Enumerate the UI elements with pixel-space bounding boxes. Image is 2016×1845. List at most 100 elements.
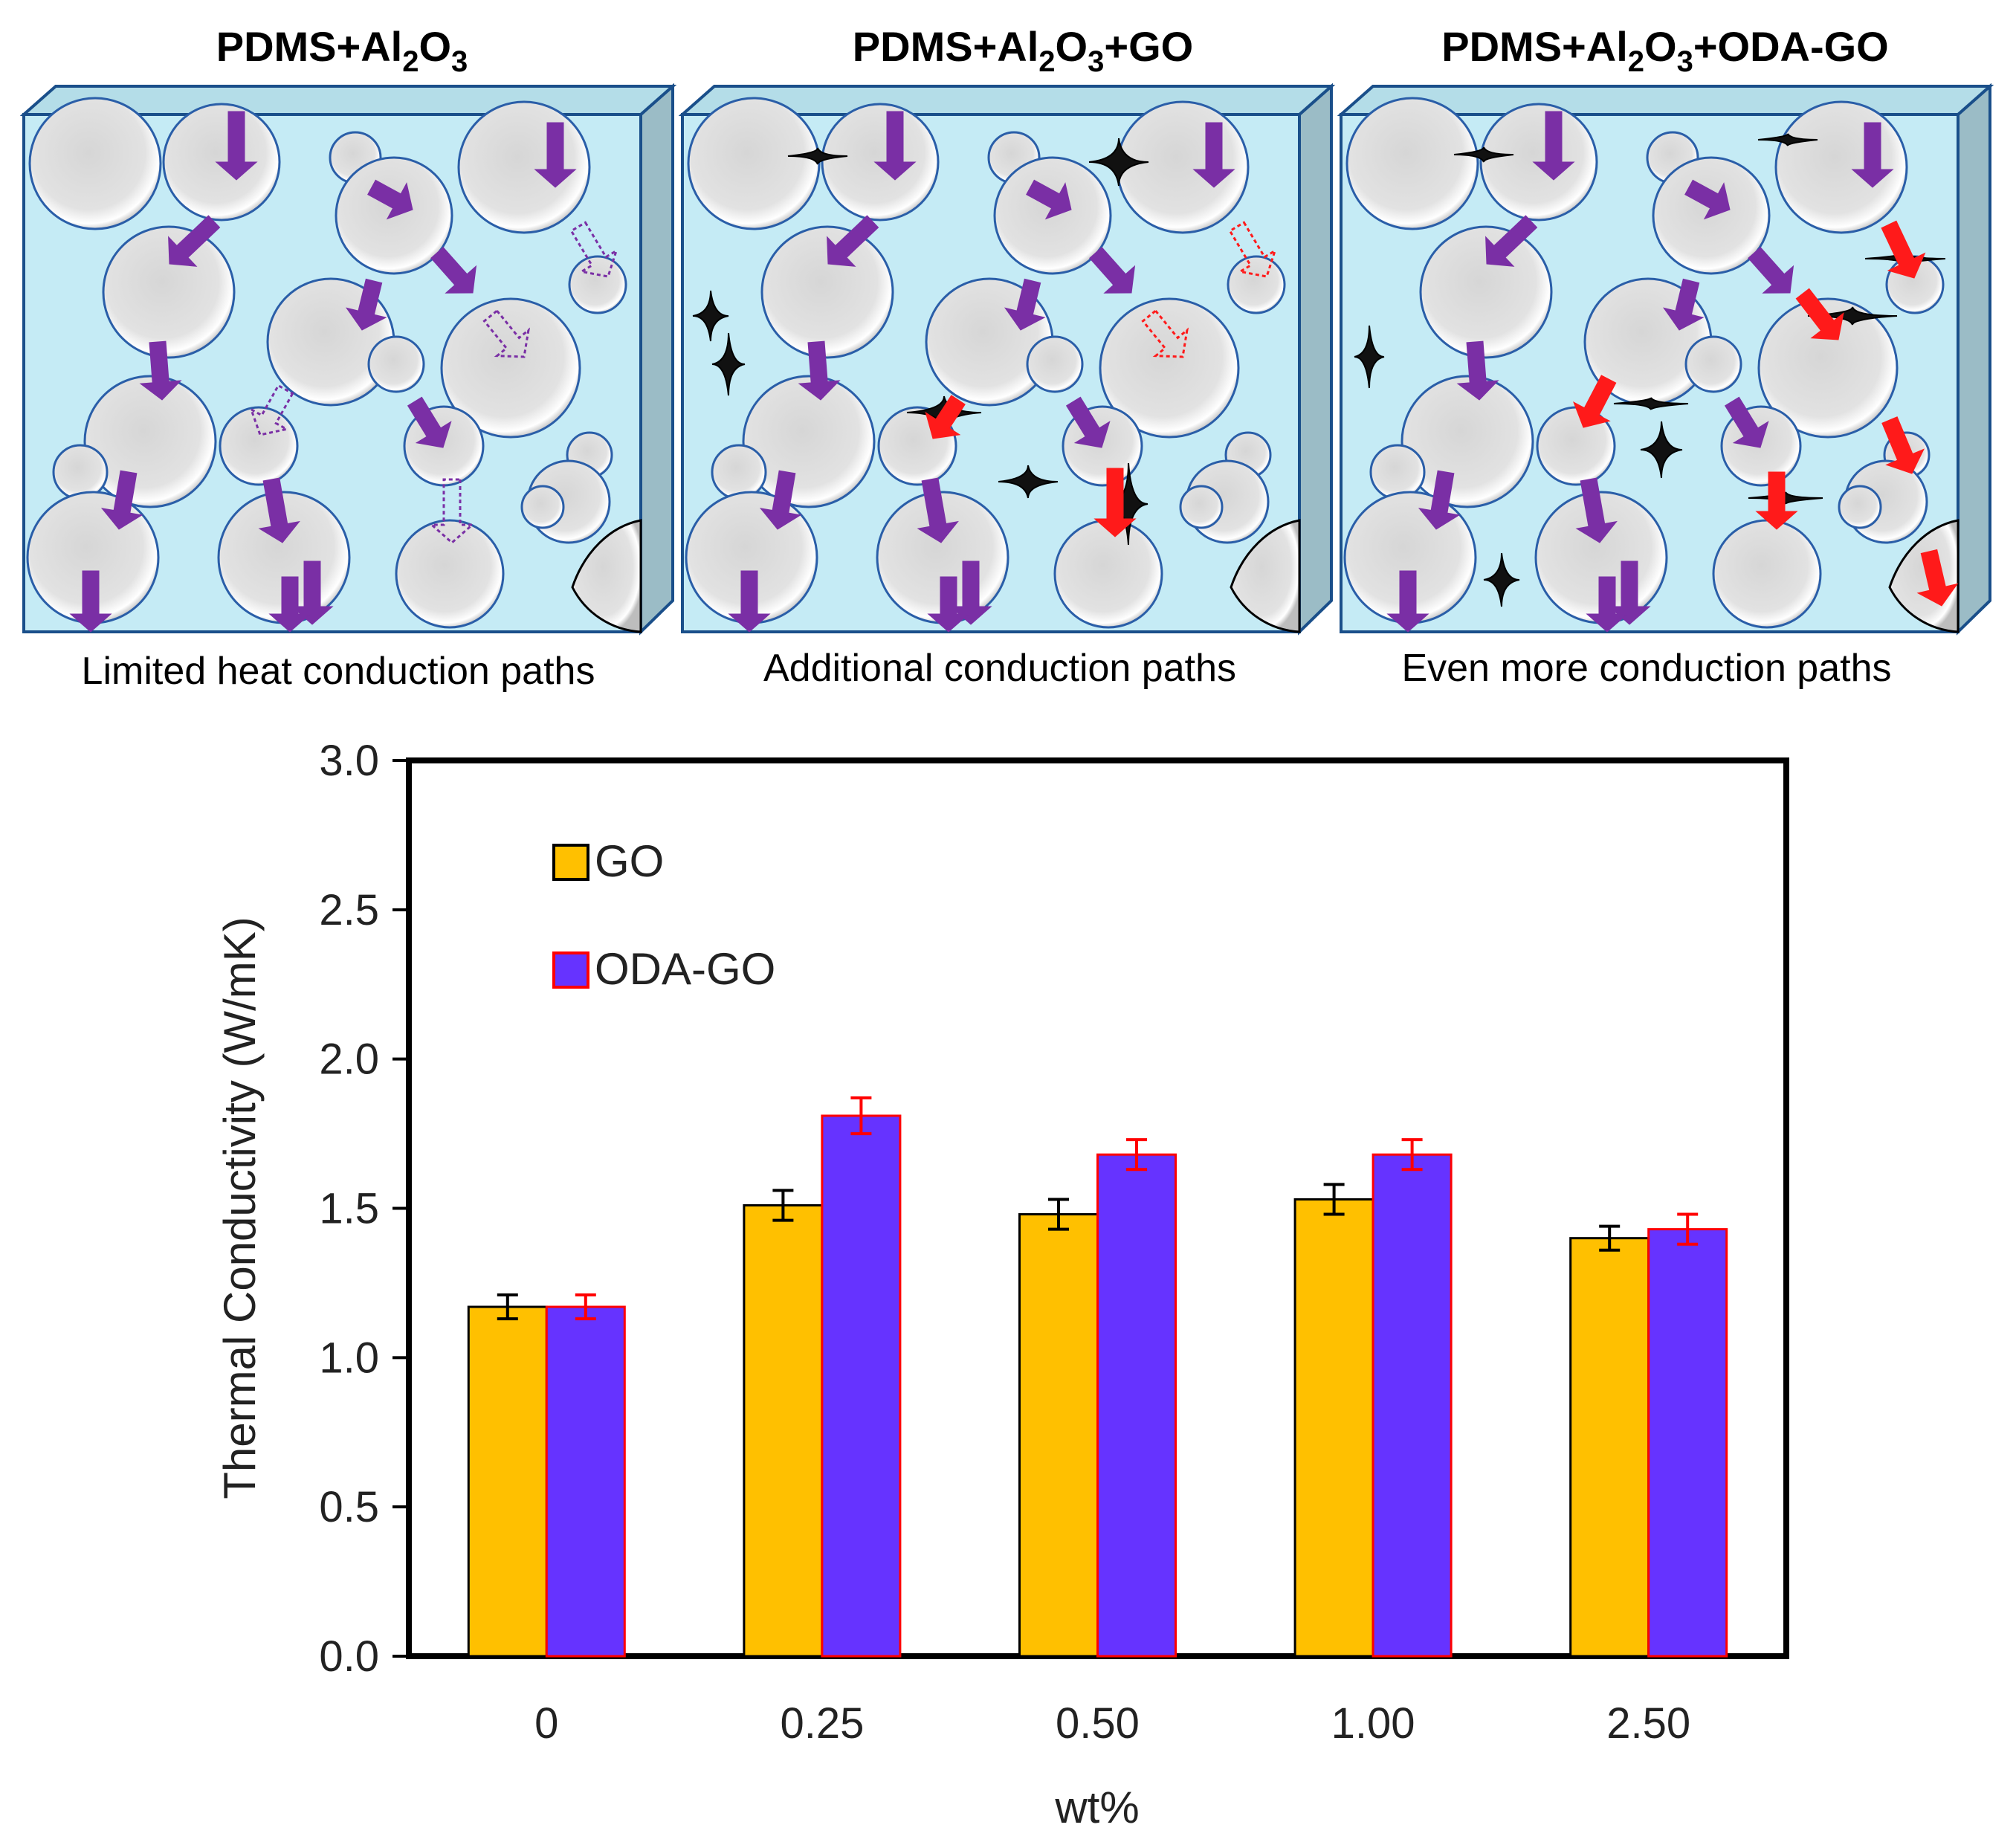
new-conduction-arrow: [1881, 416, 1925, 474]
alumina-particle: [711, 444, 767, 500]
new-conduction-arrow: [1573, 375, 1617, 428]
bar-oda-go-1.00: [1372, 1153, 1453, 1658]
errorbar-oda-go-2.50: [1677, 1212, 1699, 1246]
heat-path-arrow: [1532, 111, 1575, 181]
bar-go-0: [467, 1305, 548, 1658]
x-tick-label: 2.50: [1606, 1699, 1690, 1748]
panel-caption-1: Limited heat conduction paths: [82, 650, 595, 693]
y-tick-label: 3.0: [319, 737, 379, 785]
alumina-particle: [52, 444, 109, 500]
y-tick-label: 0.0: [319, 1632, 379, 1681]
panel-caption-3: Even more conduction paths: [1401, 647, 1891, 690]
bar-go-0.50: [1018, 1213, 1099, 1658]
heat-path-arrow: [1386, 570, 1429, 633]
new-conduction-arrow: [925, 395, 966, 439]
new-conduction-arrow: [1093, 468, 1137, 537]
alumina-particle: [1684, 335, 1742, 393]
errorbar-go-0.25: [772, 1189, 794, 1222]
heat-path-arrow: [1586, 576, 1629, 633]
heat-path-arrow: [1026, 179, 1072, 220]
oda-go-flake: [1807, 306, 1898, 326]
heat-path-arrow: [100, 470, 143, 530]
alumina-particle: [687, 97, 821, 230]
y-tick-label: 1.5: [319, 1185, 379, 1233]
alumina-particle: [1227, 255, 1286, 314]
alumina-particle: [1053, 519, 1163, 629]
oda-go-flake: [1640, 421, 1683, 479]
heat-path-arrow: [139, 340, 182, 401]
oda-go-flake: [1613, 397, 1689, 410]
heat-path-arrow: [1724, 396, 1769, 448]
alumina-particle: [1400, 375, 1534, 508]
alumina-particle-cut: [571, 519, 642, 633]
legend-label-go: GO: [595, 836, 664, 886]
alumina-particle-cut: [1230, 519, 1301, 633]
weak-path-arrow: [1141, 308, 1189, 358]
weak-path-arrow: [569, 221, 618, 278]
x-tick-label: 0.25: [780, 1699, 864, 1748]
x-axis-title: wt%: [1054, 1783, 1139, 1832]
errorbar-oda-go-1.00: [1401, 1138, 1423, 1172]
bar-oda-go-0: [545, 1305, 626, 1658]
chart-legend: GO ODA-GO: [552, 836, 775, 994]
alumina-particle: [395, 519, 505, 629]
heat-path-arrow: [927, 576, 970, 633]
panel-title-2: PDMS+Al2O3+GO: [853, 23, 1193, 78]
errorbar-oda-go-0.25: [850, 1096, 872, 1136]
alumina-particle: [457, 100, 591, 234]
heat-path-arrow: [268, 576, 311, 633]
heat-path-arrow: [430, 246, 477, 294]
x-tick-label: 0.50: [1056, 1699, 1140, 1748]
heat-path-arrow: [258, 477, 300, 543]
bar-go-2.50: [1569, 1237, 1650, 1658]
go-flake: [692, 290, 729, 342]
alumina-particle: [28, 97, 162, 230]
heat-path-arrow: [1662, 278, 1705, 331]
heat-path-arrow: [1089, 246, 1136, 294]
bar-go-0.25: [743, 1203, 824, 1658]
matrix-side-face: [1298, 83, 1333, 636]
alumina-particle: [1712, 519, 1822, 629]
oda-go-flake: [1453, 146, 1514, 163]
heat-path-arrow: [534, 122, 577, 188]
heat-path-arrow: [1748, 246, 1794, 294]
alumina-particle: [1345, 97, 1479, 230]
errorbar-go-2.50: [1599, 1224, 1621, 1252]
panel-caption-2: Additional conduction paths: [763, 647, 1236, 690]
errorbar-oda-go-0.50: [1126, 1138, 1147, 1172]
weak-path-arrow: [482, 308, 531, 358]
weak-path-arrow: [249, 384, 294, 436]
alumina-particle: [1419, 225, 1553, 359]
heat-path-arrow: [759, 470, 802, 530]
weak-path-arrow: [428, 478, 476, 544]
alumina-particle: [1369, 444, 1426, 500]
panel-pdms-al2o3: [19, 83, 677, 636]
heat-path-arrow: [1418, 470, 1461, 530]
bar-go-1.00: [1293, 1198, 1374, 1658]
heat-path-arrow: [1065, 396, 1111, 448]
heat-path-arrow: [1192, 122, 1235, 188]
alumina-particle: [1026, 335, 1084, 393]
oda-go-flake: [1483, 552, 1520, 607]
alumina-particle: [219, 406, 299, 486]
heat-path-arrow: [1485, 215, 1538, 267]
panel-pdms-al2o3-go: [678, 83, 1336, 636]
panel-title-3: PDMS+Al2O3+ODA-GO: [1441, 23, 1888, 78]
alumina-particle: [520, 485, 565, 529]
x-tick-label: 0: [534, 1699, 558, 1748]
alumina-particle: [1838, 485, 1882, 529]
alumina-particle: [1116, 100, 1250, 234]
alumina-particle: [760, 225, 894, 359]
oda-go-flake: [1354, 325, 1385, 389]
bar-oda-go-0.50: [1096, 1153, 1177, 1658]
alumina-particle: [742, 375, 876, 508]
legend-swatch-go: [552, 844, 589, 881]
heat-path-arrow: [827, 215, 879, 267]
alumina-particle: [1179, 485, 1224, 529]
new-conduction-arrow: [1795, 288, 1844, 340]
heat-path-arrow: [873, 111, 917, 181]
go-flake: [1088, 138, 1149, 187]
panel-pdms-al2o3-oda-go: [1337, 83, 1994, 636]
new-conduction-arrow: [1916, 549, 1959, 607]
